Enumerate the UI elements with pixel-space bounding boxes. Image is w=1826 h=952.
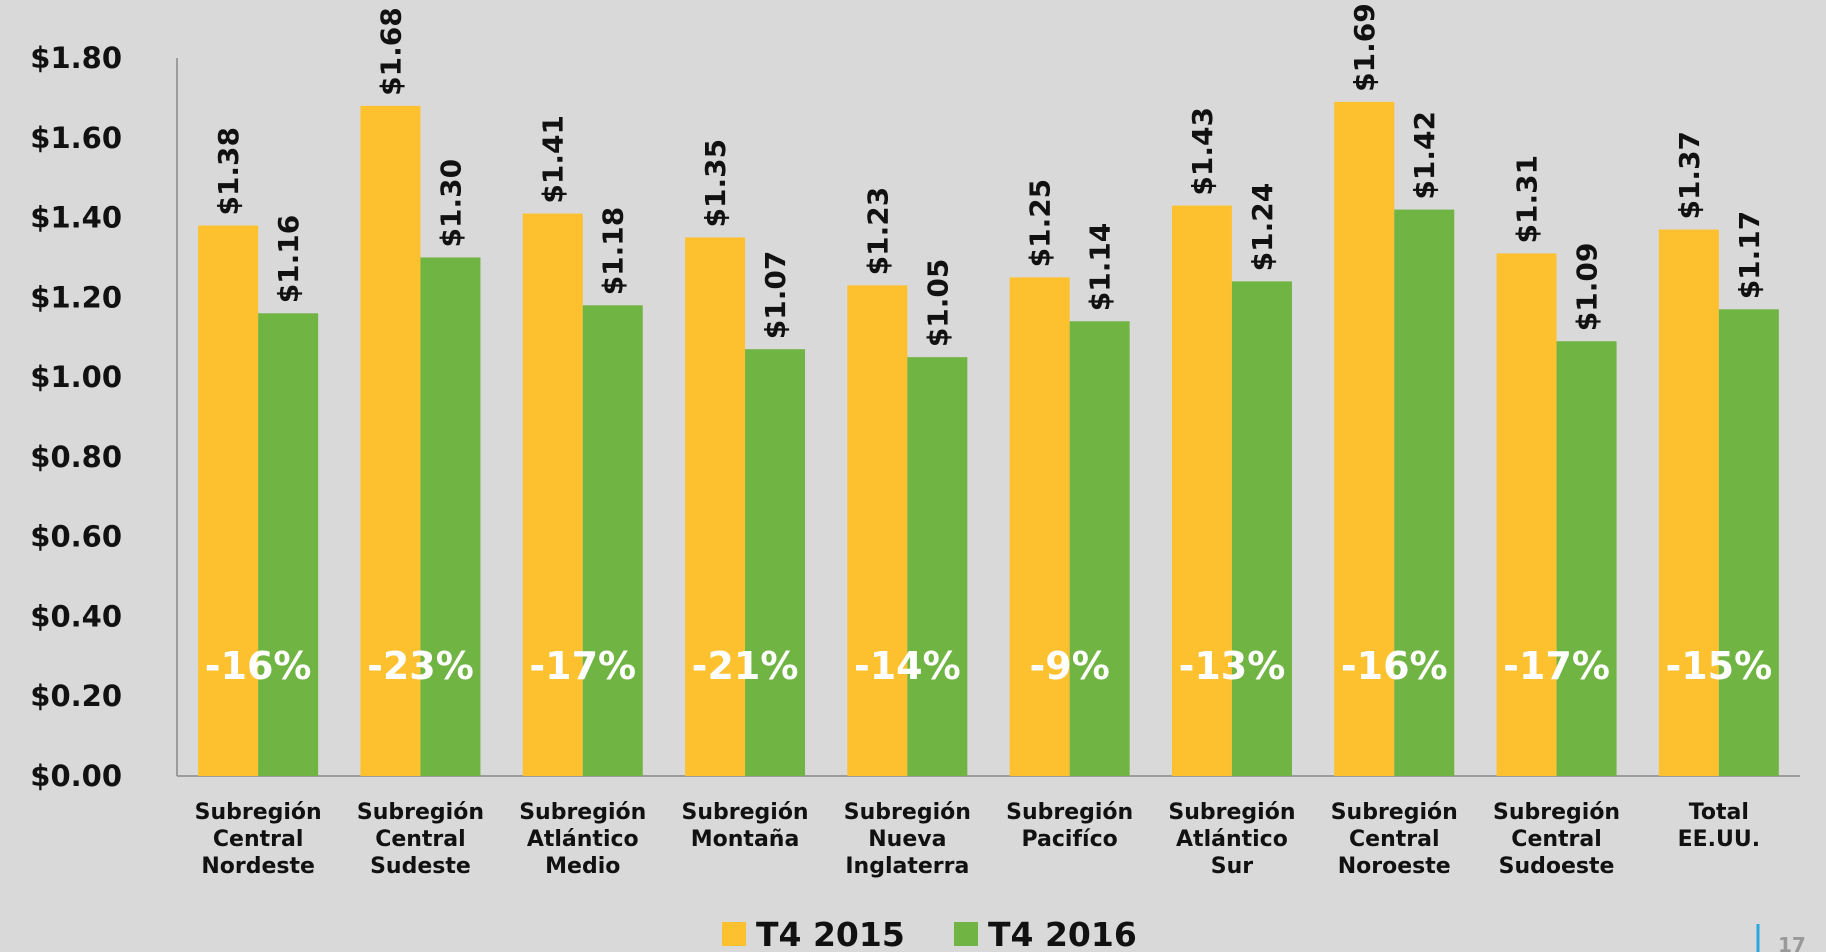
page-number: 17 xyxy=(1778,933,1806,952)
bar xyxy=(1658,229,1719,776)
bar xyxy=(258,313,319,776)
bar xyxy=(907,357,968,776)
y-tick-label: $0.20 xyxy=(30,679,122,713)
x-tick-label: Subregión Central Nordeste xyxy=(194,800,322,879)
value-label: $1.18 xyxy=(597,207,630,296)
value-label: $1.43 xyxy=(1186,107,1219,196)
value-label: $1.42 xyxy=(1408,111,1441,200)
bar xyxy=(522,213,583,777)
y-tick-label: $0.00 xyxy=(30,759,122,793)
change-label: -14% xyxy=(854,644,961,688)
legend-swatch xyxy=(722,922,746,946)
bar xyxy=(582,305,643,776)
x-tick-label: Subregión Pacifíco xyxy=(1006,800,1134,852)
value-label: $1.30 xyxy=(434,159,467,248)
value-label: $1.09 xyxy=(1571,243,1604,332)
value-label: $1.17 xyxy=(1733,211,1766,300)
change-label: -16% xyxy=(1341,644,1448,688)
value-label: $1.24 xyxy=(1246,183,1279,272)
value-label: $1.16 xyxy=(272,215,305,304)
y-tick-label: $1.80 xyxy=(30,41,122,75)
change-label: -21% xyxy=(692,644,799,688)
change-label: -13% xyxy=(1179,644,1286,688)
bar xyxy=(1394,209,1455,777)
bar xyxy=(1009,277,1070,776)
y-tick-label: $1.40 xyxy=(30,201,122,235)
value-label: $1.69 xyxy=(1348,3,1381,92)
value-label: $1.25 xyxy=(1024,179,1057,268)
change-label: -9% xyxy=(1030,644,1110,688)
bar xyxy=(1069,321,1130,776)
value-label: $1.35 xyxy=(699,139,732,228)
y-tick-label: $1.00 xyxy=(30,360,122,394)
bar xyxy=(1334,101,1395,776)
x-tick-label: Subregión Atlántico Medio xyxy=(519,800,647,879)
x-tick-label: Total EE.UU. xyxy=(1677,800,1761,852)
value-label: $1.37 xyxy=(1673,131,1706,220)
bar xyxy=(420,257,481,776)
bar xyxy=(1231,281,1292,776)
bar xyxy=(685,237,746,776)
y-tick-label: $0.60 xyxy=(30,520,122,554)
value-label: $1.38 xyxy=(212,127,245,216)
x-tick-label: Subregión Central Sudoeste xyxy=(1493,800,1621,879)
value-label: $1.31 xyxy=(1511,155,1544,244)
x-tick-label: Subregión Atlántico Sur xyxy=(1168,800,1296,879)
value-label: $1.05 xyxy=(921,259,954,348)
value-label: $1.23 xyxy=(861,187,894,276)
change-label: -23% xyxy=(367,644,474,688)
legend-label: T4 2015 xyxy=(756,915,905,952)
change-label: -17% xyxy=(529,644,636,688)
y-tick-label: $1.20 xyxy=(30,280,122,314)
bar xyxy=(745,349,806,776)
x-tick-label: Subregión Central Noroeste xyxy=(1330,800,1458,879)
x-tick-label: Subregión Central Sudeste xyxy=(356,800,484,879)
value-label: $1.14 xyxy=(1084,223,1117,312)
x-tick-label: Subregión Nueva Inglaterra xyxy=(843,800,971,879)
change-label: -15% xyxy=(1665,644,1772,688)
bar xyxy=(360,105,421,776)
value-label: $1.07 xyxy=(759,251,792,340)
legend-swatch xyxy=(954,922,978,946)
bar xyxy=(1718,309,1779,776)
y-tick-label: $0.80 xyxy=(30,440,122,474)
y-tick-label: $1.60 xyxy=(30,121,122,155)
change-label: -16% xyxy=(205,644,312,688)
x-tick-label: Subregión Montaña xyxy=(681,800,809,852)
value-label: $1.41 xyxy=(537,115,570,204)
change-label: -17% xyxy=(1503,644,1610,688)
bar xyxy=(1171,205,1232,777)
value-label: $1.68 xyxy=(374,7,407,96)
bar xyxy=(1556,341,1617,776)
bar xyxy=(198,225,259,777)
bar xyxy=(847,285,908,776)
bar xyxy=(1496,253,1557,776)
y-tick-label: $0.40 xyxy=(30,599,122,633)
legend-label: T4 2016 xyxy=(988,915,1137,952)
